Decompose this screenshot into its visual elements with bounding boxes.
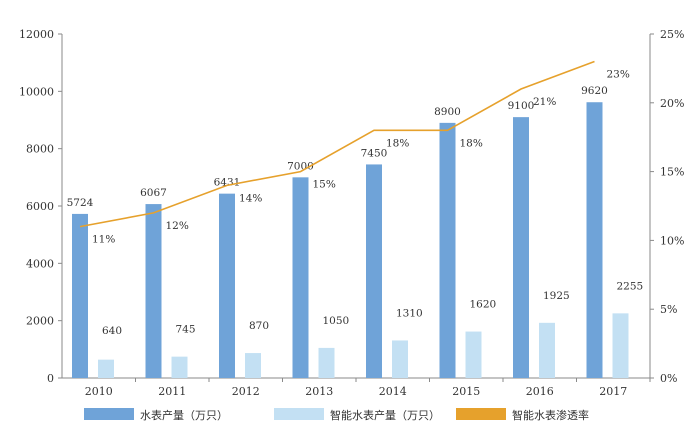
legend-label: 智能水表渗透率 bbox=[512, 408, 589, 422]
bar-water-meter-output bbox=[366, 164, 382, 378]
data-label: 11% bbox=[92, 234, 115, 246]
data-label: 23% bbox=[607, 69, 630, 81]
data-label: 12% bbox=[166, 220, 189, 232]
x-tick-label: 2017 bbox=[599, 385, 627, 398]
bar-smart-meter-output bbox=[612, 313, 629, 378]
y-left-tick-label: 12000 bbox=[19, 28, 54, 41]
y-left-tick-label: 8000 bbox=[26, 143, 54, 156]
data-label: 9100 bbox=[508, 100, 535, 112]
data-label: 21% bbox=[533, 96, 556, 108]
data-label: 6431 bbox=[214, 177, 241, 189]
bar-smart-meter-output bbox=[465, 331, 482, 378]
data-label: 18% bbox=[386, 137, 409, 149]
y-left-tick-label: 0 bbox=[47, 372, 54, 385]
x-tick-label: 2014 bbox=[379, 385, 407, 398]
legend-swatch bbox=[84, 408, 134, 420]
data-label: 745 bbox=[176, 324, 196, 336]
x-tick-label: 2010 bbox=[85, 385, 113, 398]
data-label: 1620 bbox=[470, 299, 497, 311]
bar-water-meter-output bbox=[439, 122, 456, 378]
bar-water-meter-output bbox=[219, 193, 235, 378]
penetration-rate-line bbox=[79, 60, 595, 228]
data-label: 8900 bbox=[434, 106, 461, 118]
y-left-tick-label: 4000 bbox=[26, 257, 54, 270]
y-right-tick-label: 15% bbox=[660, 166, 684, 179]
data-label: 7450 bbox=[361, 147, 388, 159]
data-label: 18% bbox=[460, 137, 483, 149]
bar-water-meter-output bbox=[292, 177, 309, 378]
bar-smart-meter-output bbox=[318, 347, 335, 378]
y-right-tick-label: 25% bbox=[660, 28, 684, 41]
data-label: 2255 bbox=[617, 280, 644, 292]
legend-swatch bbox=[456, 408, 506, 420]
data-label: 15% bbox=[313, 179, 336, 191]
y-left-tick-label: 10000 bbox=[19, 85, 54, 98]
bar-smart-meter-output bbox=[392, 340, 408, 378]
y-right-tick-label: 20% bbox=[660, 97, 684, 110]
data-label: 9620 bbox=[581, 85, 608, 97]
bar-water-meter-output bbox=[586, 102, 603, 378]
bar-smart-meter-output bbox=[98, 359, 114, 378]
x-tick-label: 2015 bbox=[452, 385, 480, 398]
legend-label: 智能水表产量（万只） bbox=[330, 408, 440, 422]
bar-smart-meter-output bbox=[171, 356, 188, 378]
data-label: 1310 bbox=[396, 307, 423, 319]
bar-water-meter-output bbox=[145, 204, 162, 378]
x-tick-label: 2012 bbox=[232, 385, 260, 398]
data-label: 14% bbox=[239, 192, 262, 204]
bar-water-meter-output bbox=[513, 117, 529, 378]
y-left-tick-label: 2000 bbox=[26, 315, 54, 328]
y-left-tick-label: 6000 bbox=[26, 200, 54, 213]
data-label: 870 bbox=[249, 320, 269, 332]
y-right-tick-label: 0% bbox=[660, 372, 677, 385]
x-tick-label: 2011 bbox=[158, 385, 186, 398]
legend-swatch bbox=[274, 408, 324, 420]
data-label: 7000 bbox=[287, 160, 314, 172]
bar-water-meter-output bbox=[72, 213, 88, 378]
data-label: 5724 bbox=[67, 197, 94, 209]
y-right-tick-label: 10% bbox=[660, 234, 684, 247]
data-label: 1925 bbox=[543, 290, 570, 302]
legend-label: 水表产量（万只） bbox=[140, 408, 228, 422]
data-label: 640 bbox=[102, 325, 122, 337]
bar-smart-meter-output bbox=[539, 322, 555, 378]
data-label: 6067 bbox=[140, 187, 167, 199]
x-tick-label: 2016 bbox=[526, 385, 554, 398]
y-right-tick-label: 5% bbox=[660, 303, 677, 316]
x-tick-label: 2013 bbox=[305, 385, 333, 398]
bar-smart-meter-output bbox=[245, 353, 261, 378]
data-label: 1050 bbox=[323, 315, 350, 327]
